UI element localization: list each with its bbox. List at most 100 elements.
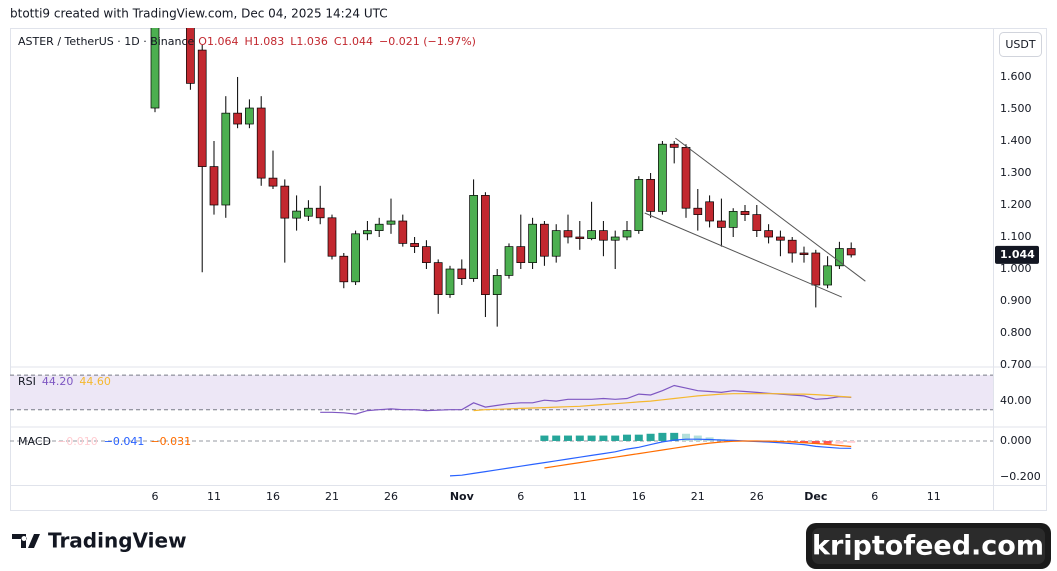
x-tick-label: 26 (750, 490, 764, 503)
candle-body (787, 239, 797, 254)
candle-body (186, 28, 195, 84)
candle-body (528, 223, 537, 263)
histogram-bar (563, 435, 572, 441)
frame (10, 28, 1047, 511)
watermark-inner (812, 528, 1045, 564)
x-tick-label: Dec (804, 490, 827, 503)
y-tick-label: 1.400 (1000, 134, 1032, 147)
y-tick-label: 0.000 (1000, 434, 1032, 447)
y-tick-label: 0.800 (1000, 326, 1032, 339)
histogram-bar (599, 435, 608, 441)
candle-body (823, 265, 832, 286)
candle-body (846, 248, 856, 256)
x-tick-label: 16 (632, 490, 646, 503)
x-tick-label: 26 (384, 490, 398, 503)
candle-body (622, 230, 632, 238)
histogram-bar (611, 435, 620, 441)
logo-glyph (12, 534, 40, 548)
last-price-label: 1.044 (1000, 248, 1035, 261)
last-price-box (995, 245, 1039, 264)
y-tick-label: 1.300 (1000, 166, 1032, 179)
x-tick-label: 6 (151, 490, 158, 503)
y-tick-label: 1.500 (1000, 102, 1032, 115)
candle-body (245, 107, 254, 125)
candle-body (799, 252, 809, 255)
x-tick-label: Nov (450, 490, 475, 503)
legend-value: 44.20 (42, 375, 74, 388)
histogram-bar (622, 434, 631, 441)
y-tick-label: 0.700 (1000, 358, 1032, 371)
candle-body (327, 217, 337, 257)
candle-body (363, 230, 372, 235)
candle-body (516, 246, 526, 263)
candle-body (728, 211, 738, 228)
candle-body (492, 275, 502, 295)
x-tick-label: 11 (927, 490, 941, 503)
candle-body (410, 243, 419, 247)
histogram-bar (552, 435, 561, 441)
candle-body (752, 214, 762, 231)
histogram-bar (646, 433, 655, 441)
candle-body (209, 166, 219, 206)
pane-legend: RSI 44.20 44.60 (18, 375, 111, 388)
candle-body (386, 220, 396, 225)
candle-body (304, 207, 313, 217)
candle-body (646, 179, 655, 212)
candle-body (551, 230, 561, 257)
candle-body (339, 255, 349, 283)
candle-body (469, 195, 478, 279)
currency-label[interactable]: USDT (1005, 38, 1036, 51)
candle-body (705, 201, 714, 222)
ohlc-value: O1.064 (198, 35, 238, 48)
candle-body (422, 246, 431, 263)
histogram-bar (823, 440, 832, 444)
candle-body (575, 236, 585, 239)
x-tick-label: 6 (517, 490, 524, 503)
candle-body (445, 268, 455, 295)
histogram-bar (540, 435, 549, 441)
pane-legend: MACD −0.010 −0.041 −0.031 (18, 435, 191, 448)
watermark: kriptofeed.com (806, 523, 1051, 569)
candle-body (292, 210, 301, 219)
rsi-band-fill (10, 375, 993, 410)
legend-value: −0.041 (104, 435, 145, 448)
candle-body (268, 177, 278, 187)
currency-button[interactable] (999, 32, 1042, 57)
trendline (644, 212, 842, 298)
candle-body (599, 230, 608, 241)
candle-body (398, 220, 408, 244)
y-tick-label: 1.000 (1000, 262, 1032, 275)
y-tick-label: 1.200 (1000, 198, 1032, 211)
ohlc-value: C1.044 (334, 35, 373, 48)
x-tick-label: 16 (266, 490, 280, 503)
candle-body (764, 230, 773, 238)
overlay: 6 11 16 21 26 Nov 6 11 16 21 26 Dec 6 11 0.700 0.800 0.9… (18, 35, 1041, 503)
candle-body (504, 246, 514, 276)
histogram-bar (587, 435, 596, 441)
candle-body (811, 252, 821, 286)
trendline (675, 137, 866, 282)
header-text: btotti9 created with TradingView.com, De… (10, 7, 388, 21)
candle-body (610, 236, 620, 241)
x-tick-label: 11 (207, 490, 221, 503)
indicator-title: RSI (18, 375, 36, 388)
candle-body (233, 112, 242, 125)
histogram-bar (681, 433, 690, 441)
candle-body (563, 230, 573, 238)
candle-body (256, 107, 266, 179)
legend-value: −0.031 (150, 435, 191, 448)
candle-body (740, 211, 750, 215)
candle-body (681, 147, 691, 209)
candle-body (693, 207, 703, 215)
watermark-text: kriptofeed.com (812, 531, 1044, 562)
histogram-bar (658, 432, 667, 441)
x-tick-label: 11 (573, 490, 587, 503)
tradingview-logo: TradingView (12, 529, 187, 553)
candle-body (315, 207, 325, 219)
candle-body (457, 268, 467, 279)
legend-value: −0.010 (57, 435, 98, 448)
ohlc-value: H1.083 (244, 35, 284, 48)
